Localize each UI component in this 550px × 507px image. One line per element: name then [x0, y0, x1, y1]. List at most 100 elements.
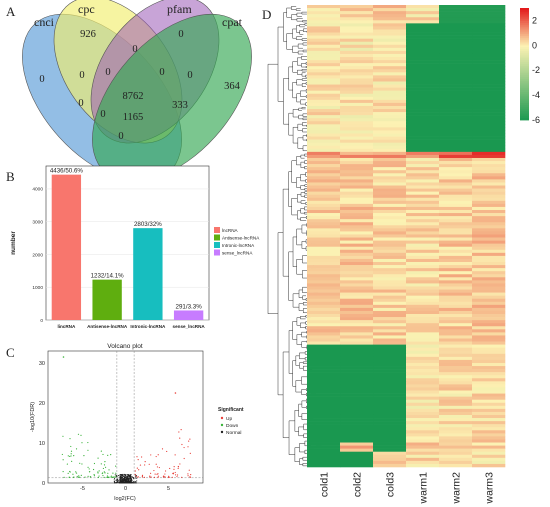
venn-region-cnci-cpc-pfam: 0 — [105, 67, 110, 78]
heatmap-cell — [472, 353, 506, 358]
heatmap-scale-step — [520, 21, 529, 24]
heatmap-cell — [439, 402, 473, 407]
volcano-point-up — [134, 473, 136, 476]
heatmap-cell — [373, 47, 407, 52]
heatmap-cell — [373, 96, 407, 101]
heatmap-scale-step — [520, 78, 529, 82]
heatmap-cell — [439, 274, 473, 278]
heatmap-cell — [439, 442, 473, 446]
heatmap-cell — [406, 167, 440, 171]
heatmap-cell — [472, 252, 506, 257]
heatmap-cell — [472, 84, 506, 88]
volcano-point-normal — [113, 479, 115, 481]
volcano-x-axis-label: log2(FC) — [114, 496, 136, 502]
heatmap-cell — [472, 320, 506, 324]
heatmap-scale-step — [520, 95, 529, 98]
heatmap-scale-step — [520, 67, 529, 70]
heatmap-cell — [406, 424, 440, 428]
heatmap-cell — [439, 292, 473, 296]
heatmap-cell — [439, 164, 473, 168]
panel-label-b: B — [6, 169, 15, 184]
volcano-x-tick-label: 5 — [167, 486, 170, 492]
heatmap-scale-step — [520, 73, 529, 76]
heatmap-cell — [472, 17, 506, 21]
heatmap-cell — [340, 271, 374, 275]
heatmap-cell — [340, 102, 374, 107]
heatmap-cell — [373, 298, 407, 303]
heatmap-cell — [406, 17, 440, 21]
heatmap-cell — [439, 265, 473, 269]
heatmap-cell — [373, 237, 407, 241]
heatmap-cell — [307, 161, 341, 165]
volcano-title: Volcano plot — [107, 343, 143, 350]
heatmap-cell — [373, 179, 407, 183]
heatmap-scale-step — [520, 41, 529, 44]
heatmap-cell — [439, 301, 473, 306]
heatmap-cell — [373, 390, 407, 394]
heatmap-cell — [439, 457, 473, 462]
heatmap-cell — [472, 271, 506, 275]
volcano-point-down — [97, 476, 99, 478]
heatmap-scale-step — [520, 77, 529, 80]
heatmap-cell — [340, 127, 374, 131]
heatmap-cell — [472, 460, 506, 465]
heatmap-cell — [472, 310, 506, 315]
volcano-point-down — [70, 450, 73, 452]
volcano-point-normal — [117, 475, 120, 477]
heatmap-cell — [439, 99, 473, 104]
volcano-point-normal — [125, 481, 127, 483]
heatmap-cell — [307, 176, 341, 180]
heatmap-cell — [340, 338, 374, 342]
heatmap-cell — [340, 439, 374, 443]
volcano-point-down — [75, 448, 78, 450]
heatmap-cell — [373, 445, 407, 449]
heatmap-cell — [406, 148, 440, 153]
heatmap-scale-step — [520, 82, 529, 85]
heatmap-cell — [373, 283, 407, 287]
heatmap-cell — [406, 130, 440, 134]
heatmap-cell — [307, 8, 341, 12]
heatmap-cell — [307, 237, 341, 241]
heatmap-cell — [406, 375, 440, 379]
volcano-point-up — [164, 473, 166, 475]
heatmap-cell — [340, 359, 374, 364]
heatmap-cell — [307, 35, 341, 39]
heatmap-cell — [406, 182, 440, 186]
heatmap-cell — [373, 5, 407, 9]
heatmap-cell — [340, 460, 374, 465]
heatmap-cell — [406, 60, 440, 64]
heatmap-cell — [307, 356, 341, 361]
heatmap-scale-step — [520, 13, 529, 16]
heatmap-cell — [406, 347, 440, 352]
heatmap-cell — [472, 387, 506, 391]
heatmap-cell — [373, 170, 407, 174]
heatmap-cell — [307, 326, 341, 330]
heatmap-cell — [439, 213, 473, 217]
heatmap-cell — [406, 72, 440, 76]
heatmap-cell — [373, 387, 407, 391]
heatmap-cell — [439, 338, 473, 342]
heatmap-cell — [406, 20, 440, 24]
heatmap-cell — [439, 26, 473, 30]
heatmap-cell — [340, 246, 374, 251]
heatmap-scale-step — [520, 24, 529, 28]
bar-legend-label: Intronic-lncRNA — [222, 243, 255, 248]
heatmap-cell — [472, 142, 506, 147]
heatmap-cell — [307, 463, 341, 468]
heatmap-cell — [406, 457, 440, 462]
volcano-point-normal — [114, 481, 116, 483]
heatmap-cell — [406, 252, 440, 257]
heatmap-cell — [406, 427, 440, 431]
volcano-point-normal — [113, 477, 116, 480]
heatmap-cell — [307, 421, 341, 425]
heatmap-cell — [406, 439, 440, 443]
heatmap-cell — [439, 255, 473, 260]
volcano-point-normal — [131, 478, 133, 480]
heatmap-cell — [307, 271, 341, 275]
heatmap-cell — [439, 118, 473, 122]
volcano-point-down — [88, 468, 90, 470]
heatmap-scale-step — [520, 11, 529, 14]
heatmap-cell — [340, 60, 374, 64]
volcano-point-down — [103, 471, 105, 473]
heatmap-cell — [406, 243, 440, 248]
